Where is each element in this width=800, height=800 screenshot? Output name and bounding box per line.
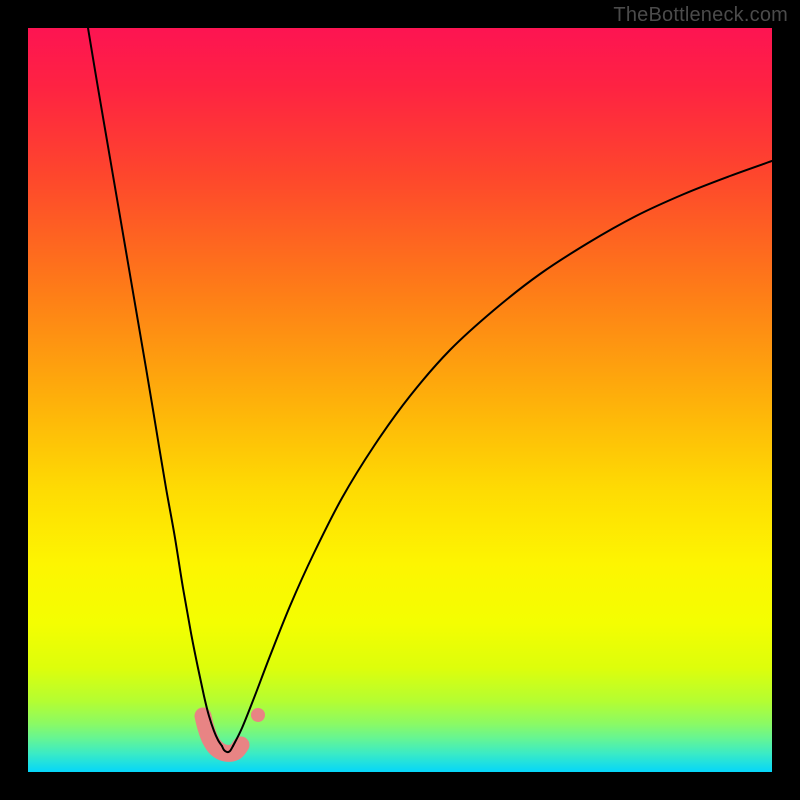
watermark-text: TheBottleneck.com (613, 4, 788, 27)
curve-layer (28, 28, 772, 772)
curve-left-branch (88, 28, 222, 746)
plot-area (28, 28, 772, 772)
figure-outer: TheBottleneck.com (0, 0, 800, 800)
curve-right-branch (233, 161, 772, 746)
highlight-dot (251, 708, 265, 722)
